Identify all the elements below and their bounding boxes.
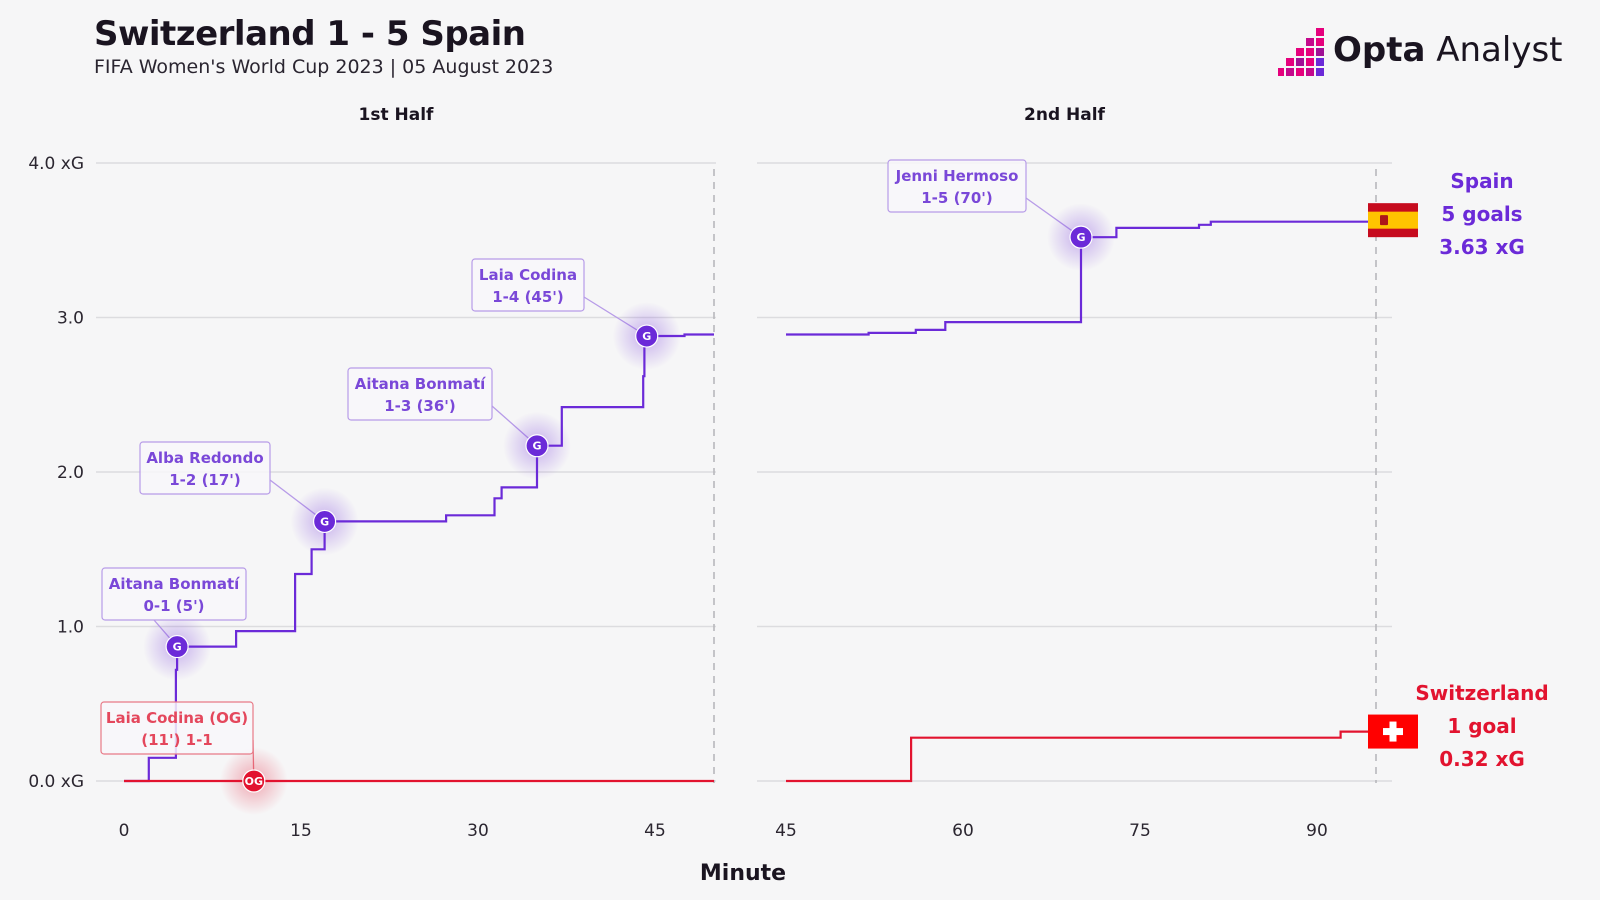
series-line-switzerland: [786, 730, 1376, 783]
y-tick-label: 4.0 xG: [28, 154, 84, 174]
annotation-player: Jenni Hermoso: [895, 167, 1019, 185]
opta-analyst-logo: Opta Analyst: [1278, 28, 1563, 78]
y-tick-label: 3.0: [57, 309, 84, 329]
annotation-player: Laia Codina: [479, 266, 577, 284]
side-label-layer: Spain 5 goals 3.63 xG Switzerland 1 goal 0.32…: [1368, 169, 1549, 771]
x-tick-label: 45: [644, 821, 666, 841]
spain-flag-yellow: [1368, 211, 1418, 229]
annotation-player: Aitana Bonmatí: [109, 575, 240, 593]
x-tick-label: 15: [290, 821, 312, 841]
marker-label: G: [173, 641, 182, 654]
grid-layer: [96, 162, 1392, 783]
goal-marker: [165, 634, 189, 659]
annotation-score: 1-2 (17'): [169, 471, 241, 489]
marker-label: G: [1076, 231, 1085, 244]
annotation-score: (11') 1-1: [141, 731, 213, 749]
half-label: 2nd Half: [1024, 105, 1106, 125]
marker-label: G: [320, 515, 329, 528]
x-tick-label: 45: [775, 821, 797, 841]
x-tick-label: 0: [119, 821, 130, 841]
annotation-player: Laia Codina (OG): [106, 709, 248, 727]
goal-marker: [313, 509, 337, 534]
series-goals-label: 1 goal: [1447, 714, 1516, 738]
x-axis-title: Minute: [700, 861, 786, 886]
series-name-label: Switzerland: [1415, 681, 1548, 705]
annotation-box: [101, 567, 247, 621]
goal-marker: [525, 434, 549, 458]
annotation-score: 1-3 (36'): [384, 397, 456, 415]
opta-analyst-wordmark: Opta Analyst: [1333, 30, 1563, 70]
x-tick-label: 30: [467, 821, 489, 841]
goal-marker: [1069, 225, 1093, 249]
spain-coat-of-arms-icon: [1380, 215, 1388, 226]
swiss-cross-horizontal: [1383, 728, 1403, 736]
marker-label: OG: [245, 775, 263, 788]
annotation-player: Aitana Bonmatí: [355, 375, 486, 393]
annotation-box: [471, 258, 585, 312]
y-tick-label: 0.0 xG: [28, 772, 84, 792]
annotation-player: Alba Redondo: [146, 449, 263, 467]
y-tick-label: 1.0: [57, 618, 84, 638]
annotation-box: [347, 367, 493, 421]
y-tick-label: 2.0: [57, 463, 84, 483]
x-tick-label: 90: [1306, 821, 1328, 841]
annotation-layer: G Aitana Bonmatí 0-1 (5') G Alba Redondo 1-2 …: [100, 159, 1115, 815]
x-tick-label: 75: [1129, 821, 1151, 841]
series-goals-label: 5 goals: [1441, 202, 1522, 226]
goal-marker: [635, 324, 659, 348]
marker-label: G: [642, 330, 651, 343]
annotation-score: 1-4 (45'): [492, 288, 564, 306]
annotation-box: [139, 441, 271, 495]
spain-flag: [1368, 203, 1418, 238]
series-name-label: Spain: [1450, 169, 1513, 193]
own-goal-marker: [242, 769, 266, 793]
axis-layer: 0.0 xG 1.0 2.0 3.0 4.0 xG 1st Half 0 15 30 45 2nd …: [28, 105, 1328, 886]
series-xg-label: 0.32 xG: [1439, 747, 1525, 771]
chart-subtitle: FIFA Women's World Cup 2023 | 05 August …: [94, 56, 554, 78]
half-label: 1st Half: [359, 105, 435, 125]
annotation-box: [887, 159, 1027, 213]
annotation-score: 1-5 (70'): [921, 189, 993, 207]
x-tick-label: 60: [952, 821, 974, 841]
series-xg-label: 3.63 xG: [1439, 235, 1525, 259]
marker-label: G: [532, 440, 541, 453]
annotation-score: 0-1 (5'): [143, 597, 204, 615]
opta-logo-mark-icon: [1278, 28, 1324, 76]
switzerland-flag: [1368, 714, 1418, 749]
annotation-box: [100, 701, 254, 755]
chart-title: Switzerland 1 - 5 Spain: [94, 14, 526, 54]
